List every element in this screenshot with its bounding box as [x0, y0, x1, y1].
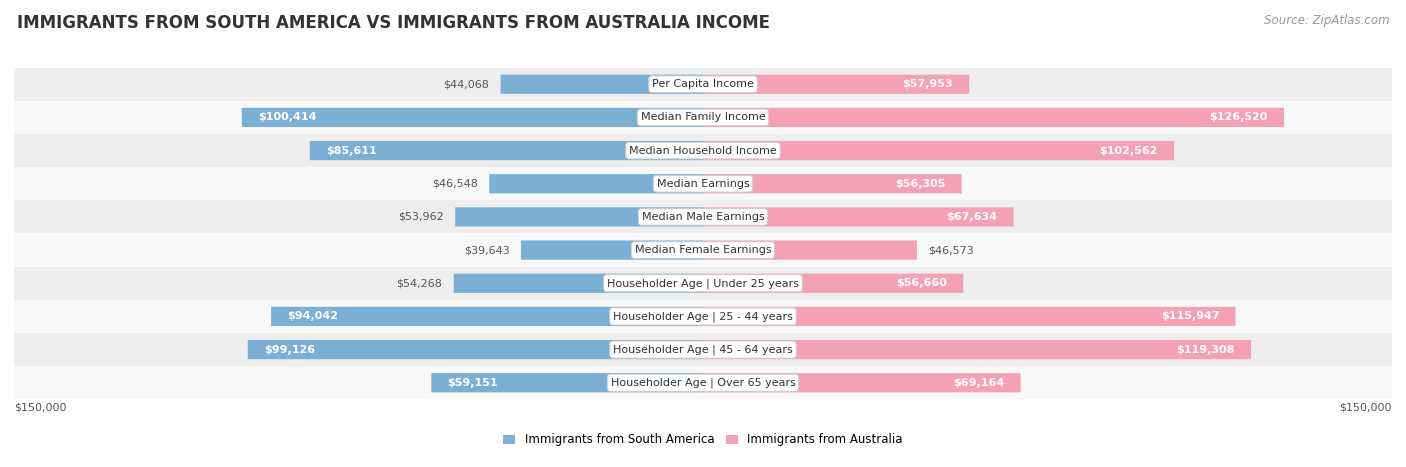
- Text: $56,305: $56,305: [896, 179, 945, 189]
- Text: Householder Age | 25 - 44 years: Householder Age | 25 - 44 years: [613, 311, 793, 322]
- FancyBboxPatch shape: [14, 167, 1392, 200]
- FancyBboxPatch shape: [14, 200, 1392, 234]
- Text: $56,660: $56,660: [896, 278, 948, 288]
- Text: $54,268: $54,268: [396, 278, 443, 288]
- Text: Householder Age | Under 25 years: Householder Age | Under 25 years: [607, 278, 799, 289]
- FancyBboxPatch shape: [432, 373, 703, 392]
- Text: $100,414: $100,414: [257, 113, 316, 122]
- Text: $46,548: $46,548: [432, 179, 478, 189]
- Text: $119,308: $119,308: [1177, 345, 1234, 354]
- Text: $46,573: $46,573: [928, 245, 974, 255]
- FancyBboxPatch shape: [247, 340, 703, 359]
- Text: $44,068: $44,068: [443, 79, 489, 89]
- FancyBboxPatch shape: [703, 207, 1014, 226]
- FancyBboxPatch shape: [456, 207, 703, 226]
- Text: $57,953: $57,953: [903, 79, 953, 89]
- Text: Per Capita Income: Per Capita Income: [652, 79, 754, 89]
- Text: $115,947: $115,947: [1161, 311, 1219, 321]
- FancyBboxPatch shape: [703, 108, 1284, 127]
- FancyBboxPatch shape: [14, 101, 1392, 134]
- Text: Median Male Earnings: Median Male Earnings: [641, 212, 765, 222]
- Text: $67,634: $67,634: [946, 212, 998, 222]
- Text: $126,520: $126,520: [1209, 113, 1268, 122]
- FancyBboxPatch shape: [520, 241, 703, 260]
- FancyBboxPatch shape: [703, 241, 917, 260]
- Text: $102,562: $102,562: [1099, 146, 1159, 156]
- Text: $150,000: $150,000: [14, 403, 66, 413]
- FancyBboxPatch shape: [14, 234, 1392, 267]
- Text: Householder Age | 45 - 64 years: Householder Age | 45 - 64 years: [613, 344, 793, 355]
- FancyBboxPatch shape: [703, 307, 1236, 326]
- Text: $85,611: $85,611: [326, 146, 377, 156]
- FancyBboxPatch shape: [14, 134, 1392, 167]
- Legend: Immigrants from South America, Immigrants from Australia: Immigrants from South America, Immigrant…: [499, 429, 907, 451]
- Text: Median Family Income: Median Family Income: [641, 113, 765, 122]
- FancyBboxPatch shape: [14, 267, 1392, 300]
- FancyBboxPatch shape: [703, 141, 1174, 160]
- Text: $94,042: $94,042: [287, 311, 339, 321]
- FancyBboxPatch shape: [309, 141, 703, 160]
- FancyBboxPatch shape: [14, 333, 1392, 366]
- FancyBboxPatch shape: [242, 108, 703, 127]
- Text: $53,962: $53,962: [398, 212, 444, 222]
- FancyBboxPatch shape: [703, 174, 962, 193]
- Text: $59,151: $59,151: [447, 378, 498, 388]
- Text: $99,126: $99,126: [264, 345, 315, 354]
- FancyBboxPatch shape: [703, 340, 1251, 359]
- FancyBboxPatch shape: [14, 68, 1392, 101]
- Text: IMMIGRANTS FROM SOUTH AMERICA VS IMMIGRANTS FROM AUSTRALIA INCOME: IMMIGRANTS FROM SOUTH AMERICA VS IMMIGRA…: [17, 14, 770, 32]
- Text: Median Household Income: Median Household Income: [628, 146, 778, 156]
- FancyBboxPatch shape: [703, 75, 969, 94]
- FancyBboxPatch shape: [703, 274, 963, 293]
- Text: Source: ZipAtlas.com: Source: ZipAtlas.com: [1264, 14, 1389, 27]
- FancyBboxPatch shape: [501, 75, 703, 94]
- FancyBboxPatch shape: [271, 307, 703, 326]
- FancyBboxPatch shape: [14, 366, 1392, 399]
- Text: $39,643: $39,643: [464, 245, 509, 255]
- FancyBboxPatch shape: [489, 174, 703, 193]
- Text: Median Earnings: Median Earnings: [657, 179, 749, 189]
- Text: $69,164: $69,164: [953, 378, 1005, 388]
- Text: $150,000: $150,000: [1340, 403, 1392, 413]
- Text: Householder Age | Over 65 years: Householder Age | Over 65 years: [610, 377, 796, 388]
- FancyBboxPatch shape: [14, 300, 1392, 333]
- FancyBboxPatch shape: [454, 274, 703, 293]
- Text: Median Female Earnings: Median Female Earnings: [634, 245, 772, 255]
- FancyBboxPatch shape: [703, 373, 1021, 392]
